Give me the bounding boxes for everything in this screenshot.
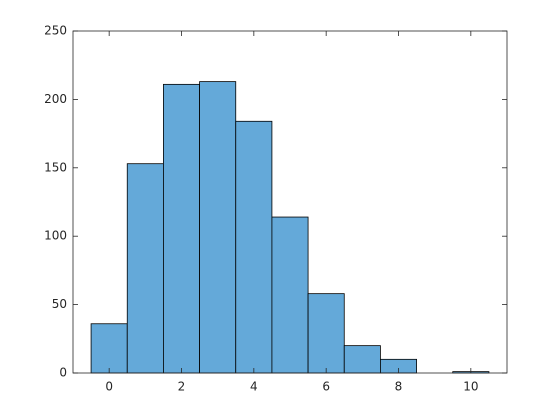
- bar: [199, 81, 237, 374]
- y-tick-label: 0: [59, 366, 67, 380]
- y-tick-label: 100: [44, 229, 67, 243]
- x-tick-label: 0: [105, 380, 113, 394]
- bar: [271, 216, 309, 374]
- bar: [343, 345, 381, 374]
- bar: [307, 293, 345, 374]
- bar: [126, 163, 164, 374]
- x-tick-label: 2: [178, 380, 186, 394]
- x-tick-label: 6: [322, 380, 330, 394]
- axes-box: [72, 30, 508, 374]
- y-tick-label: 150: [44, 160, 67, 174]
- bar: [163, 83, 200, 374]
- y-tick-label: 50: [52, 297, 67, 311]
- y-tick-label: 250: [44, 24, 67, 38]
- bar: [235, 120, 273, 374]
- x-tick-label: 4: [250, 380, 258, 394]
- x-tick-label: 10: [463, 380, 478, 394]
- bar: [90, 323, 128, 374]
- x-tick-label: 8: [395, 380, 403, 394]
- y-tick-label: 200: [44, 92, 67, 106]
